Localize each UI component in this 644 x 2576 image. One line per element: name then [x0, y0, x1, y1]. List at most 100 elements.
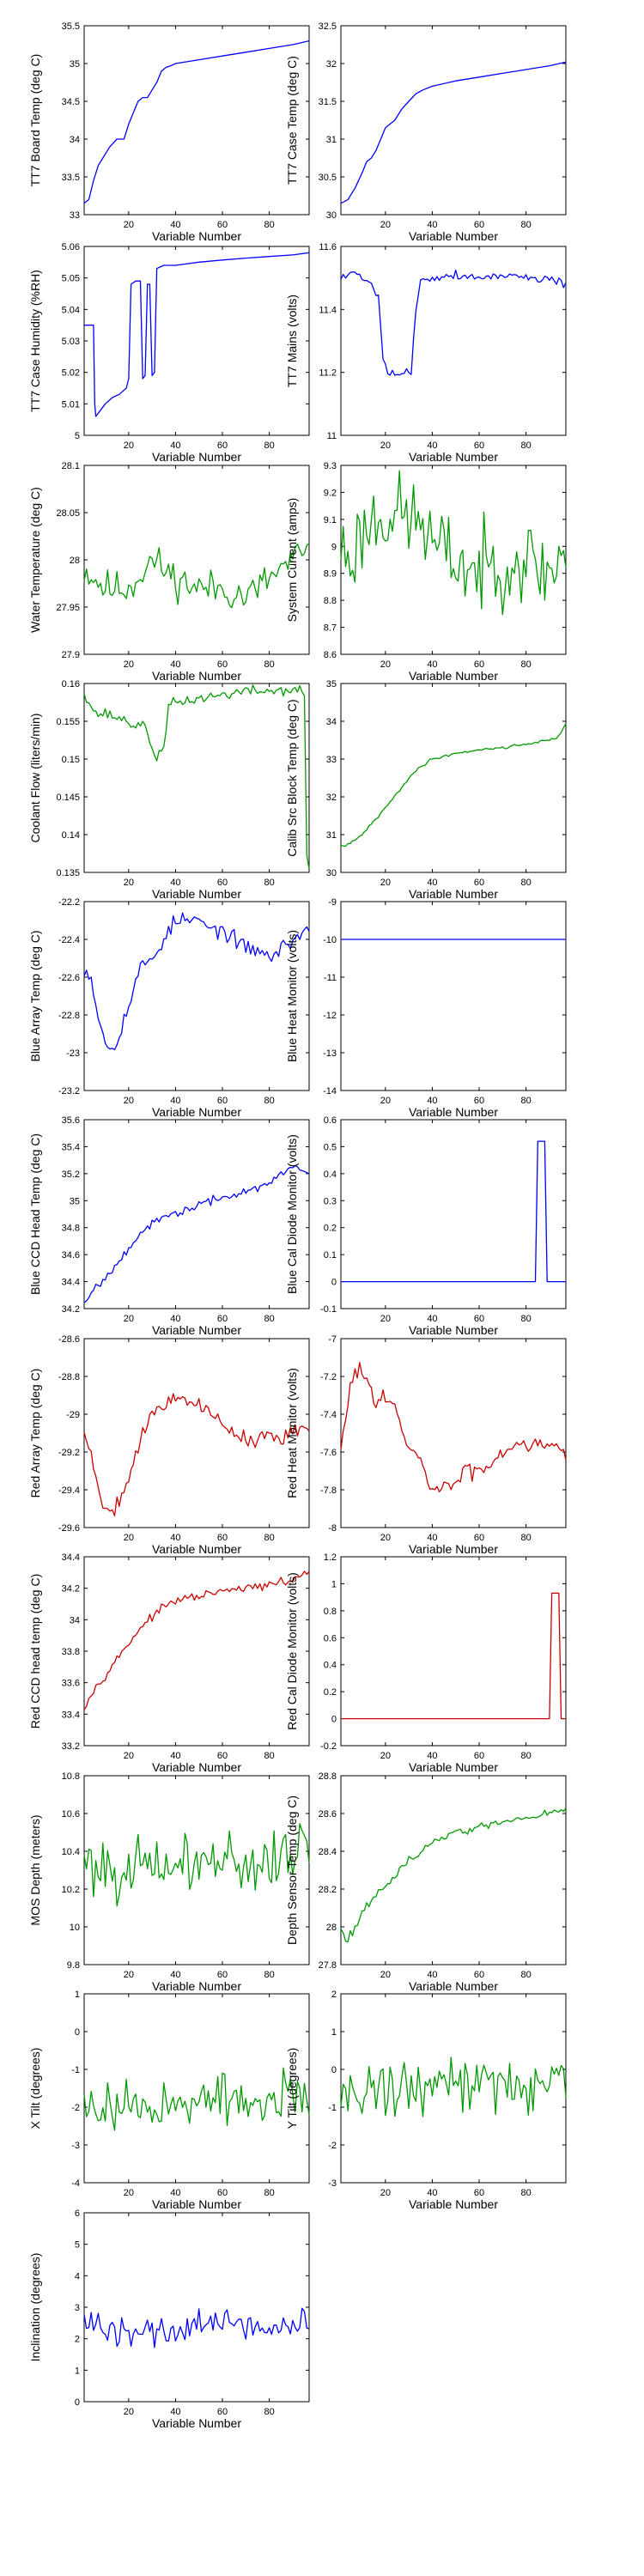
y-tick-label: -29 [66, 1410, 80, 1420]
series-line [83, 2067, 310, 2131]
axes-box [83, 1119, 310, 1309]
x-tick-label: 80 [264, 1533, 274, 1543]
y-tick-label: 28.2 [319, 1885, 337, 1895]
subplot-8: 20 40 60 80 30 31 32 33 34 35 Variable Number Calib… [285, 679, 567, 901]
y-tick-label: 10.4 [62, 1847, 80, 1857]
x-tick-label: 20 [124, 1096, 134, 1106]
x-tick-label: 60 [474, 1533, 484, 1543]
y-tick-label: -22.4 [58, 935, 80, 945]
y-axis-label: TT7 Case Humidity (%RH) [28, 270, 42, 412]
y-tick-label: 34.2 [62, 1304, 80, 1315]
x-tick-label: 60 [217, 1314, 228, 1324]
y-tick-label: 34.8 [62, 1224, 80, 1234]
y-tick-label: 28 [326, 1923, 337, 1933]
y-tick-label: 35.6 [62, 1115, 80, 1126]
subplot-20: 20 40 60 80 -3 -2 -1 0 1 2 Variable Number Y Tilt (… [285, 1990, 567, 2211]
x-axis-label: Variable Number [409, 450, 498, 464]
y-tick-label: 0.5 [324, 1142, 337, 1152]
x-tick-label: 60 [217, 878, 228, 888]
x-tick-label: 40 [170, 1533, 180, 1543]
x-tick-label: 80 [520, 1533, 531, 1543]
x-tick-label: 60 [474, 220, 484, 230]
y-tick-label: -4 [71, 2178, 80, 2189]
axes-box [83, 901, 310, 1091]
y-tick-label: 28.1 [62, 461, 80, 471]
x-tick-label: 40 [170, 440, 180, 451]
y-tick-label: -2 [328, 2141, 337, 2151]
axes-box [340, 901, 567, 1091]
x-tick-label: 80 [520, 1314, 531, 1324]
y-tick-label: 33 [326, 755, 337, 765]
axes-box [340, 246, 567, 436]
y-axis-label: Blue Array Temp (deg C) [28, 930, 42, 1061]
series-line [83, 684, 310, 870]
y-tick-label: 0.4 [324, 1170, 337, 1180]
y-tick-label: -2 [71, 2103, 80, 2113]
y-tick-label: 0.155 [56, 717, 80, 727]
x-tick-label: 40 [427, 1096, 437, 1106]
x-axis-label: Variable Number [409, 1979, 498, 1993]
x-tick-label: 80 [520, 659, 531, 670]
y-tick-label: 10 [70, 1923, 80, 1933]
y-tick-label: 1 [331, 1579, 337, 1589]
axes-box [83, 465, 310, 655]
x-tick-label: 20 [380, 440, 391, 451]
x-tick-label: 20 [124, 2407, 134, 2417]
y-tick-label: 3 [75, 2303, 80, 2313]
y-tick-label: 8.7 [324, 623, 337, 634]
series-line [83, 543, 310, 609]
x-axis-label: Variable Number [152, 669, 241, 683]
x-tick-label: 40 [427, 220, 437, 230]
subplot-10: 20 40 60 80 -14 -13 -12 -11 -10 -9 Variable Number… [285, 897, 567, 1119]
x-tick-label: 40 [170, 2188, 180, 2198]
y-tick-label: 28 [70, 556, 80, 566]
x-tick-label: 20 [124, 1970, 134, 1980]
x-tick-label: 60 [217, 1970, 228, 1980]
x-axis-label: Variable Number [152, 2197, 241, 2211]
y-tick-label: 34 [326, 717, 337, 727]
y-tick-label: 1 [75, 1990, 80, 2000]
x-axis-label: Variable Number [152, 1760, 241, 1774]
x-tick-label: 80 [520, 1970, 531, 1980]
y-tick-label: -1 [328, 2103, 337, 2113]
y-tick-label: 11.4 [319, 305, 337, 315]
series-line [340, 1807, 567, 1943]
x-tick-label: 80 [264, 1096, 274, 1106]
y-tick-label: 28.8 [319, 1771, 337, 1782]
y-tick-label: -29.2 [58, 1448, 80, 1458]
x-axis-label: Variable Number [409, 1105, 498, 1119]
y-axis-label: Red Cal Diode Monitor (volts) [285, 1572, 299, 1730]
x-axis-label: Variable Number [152, 887, 241, 901]
x-tick-label: 40 [170, 659, 180, 670]
y-tick-label: -1 [71, 2065, 80, 2075]
series-line [341, 1140, 566, 1283]
x-tick-label: 20 [380, 878, 391, 888]
subplot-17: 20 40 60 80 9.8 10 10.2 10.4 10.6 10.8 Variable Nu… [28, 1771, 310, 1993]
y-tick-label: -22.2 [58, 897, 80, 908]
y-tick-label: 5.01 [62, 399, 80, 410]
x-tick-label: 60 [217, 2188, 228, 2198]
y-tick-label: 2 [75, 2335, 80, 2345]
x-tick-label: 20 [124, 1314, 134, 1324]
y-axis-label: MOS Depth (meters) [28, 1814, 42, 1925]
subplot-1: 20 40 60 80 33 33.5 34 34.5 35 35.5 Variable Numbe… [28, 21, 310, 243]
y-axis-label: Water Temperature (deg C) [28, 487, 42, 633]
y-tick-label: -7 [328, 1334, 337, 1345]
x-axis-label: Variable Number [152, 229, 241, 243]
x-tick-label: 80 [264, 2188, 274, 2198]
subplot-18: 20 40 60 80 27.8 28 28.2 28.4 28.6 28.8 Variable N… [285, 1771, 567, 1993]
axes-box [340, 465, 567, 655]
y-tick-label: 28.05 [56, 508, 80, 519]
axes-box [83, 2212, 310, 2403]
x-tick-label: 60 [217, 1533, 228, 1543]
x-tick-label: 80 [520, 1096, 531, 1106]
x-axis-label: Variable Number [152, 1979, 241, 1993]
y-tick-label: 0 [331, 2065, 337, 2075]
y-tick-label: 28.4 [319, 1847, 337, 1857]
y-tick-label: 11.2 [319, 368, 337, 379]
series-line [340, 270, 567, 376]
y-tick-label: -22.8 [58, 1011, 80, 1021]
y-tick-label: -7.8 [320, 1485, 337, 1496]
y-tick-label: -0.2 [320, 1741, 337, 1752]
y-tick-label: 0.6 [324, 1633, 337, 1643]
